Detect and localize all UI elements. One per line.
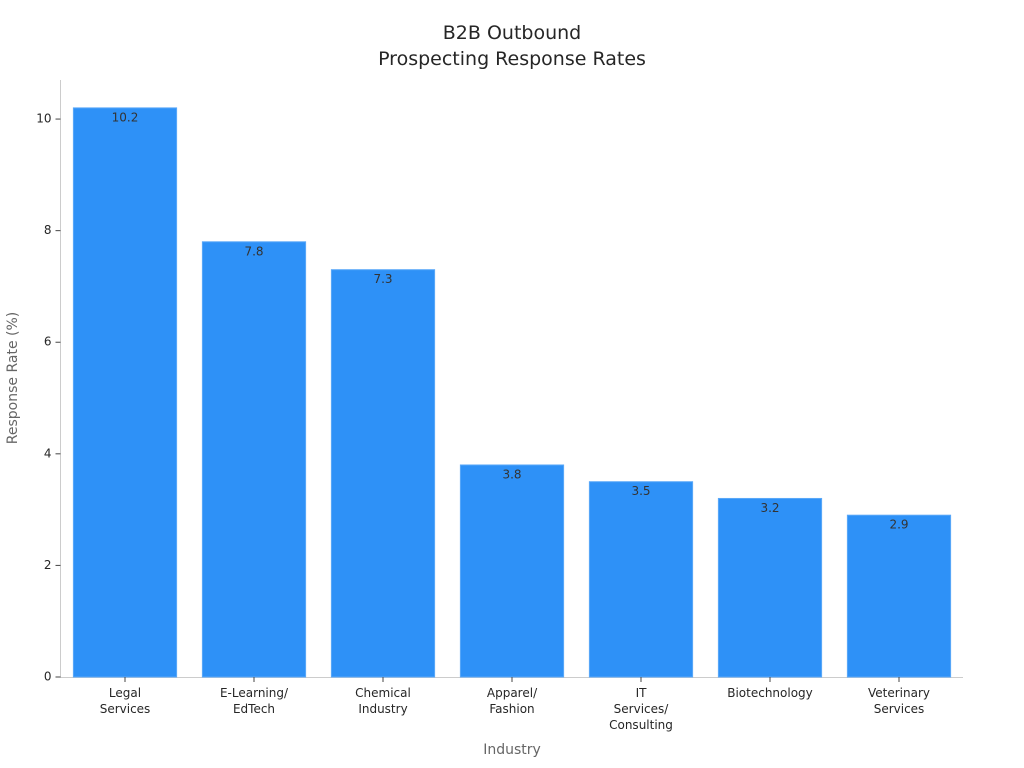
x-tick-label: Biotechnology [727,686,813,700]
y-axis-label: Response Rate (%) [5,312,21,444]
value-label: 10.2 [112,110,139,124]
x-tick-label: Chemical Industry [355,686,411,716]
value-label: 2.9 [889,518,908,532]
y-tick-label: 4 [44,446,52,460]
bar [717,497,823,678]
value-label: 3.5 [631,484,650,498]
y-tick-label: 6 [44,335,52,349]
bar [459,464,565,678]
bar [330,269,436,678]
y-tick-label: 2 [44,558,52,572]
bar [201,241,307,678]
y-tick-label: 10 [36,112,51,126]
x-tick-label: E-Learning/ EdTech [219,686,289,716]
y-tick-label: 8 [44,223,52,237]
value-label: 3.8 [502,467,521,481]
x-tick-label: Veterinary Services [867,686,931,716]
bar [588,481,694,678]
bar [846,514,952,678]
chart-title: B2B Outbound Prospecting Response Rates [378,22,646,70]
bar [72,107,178,678]
value-label: 7.3 [373,272,392,286]
y-tick-label: 0 [44,670,52,684]
x-tick-label: IT Services/ Consulting [609,686,673,732]
value-label: 7.8 [244,244,263,258]
x-tick-label: Apparel/ Fashion [486,686,538,716]
x-axis-label: Industry [483,742,541,758]
x-tick-label: Legal Services [99,686,151,716]
value-label: 3.2 [760,501,779,515]
